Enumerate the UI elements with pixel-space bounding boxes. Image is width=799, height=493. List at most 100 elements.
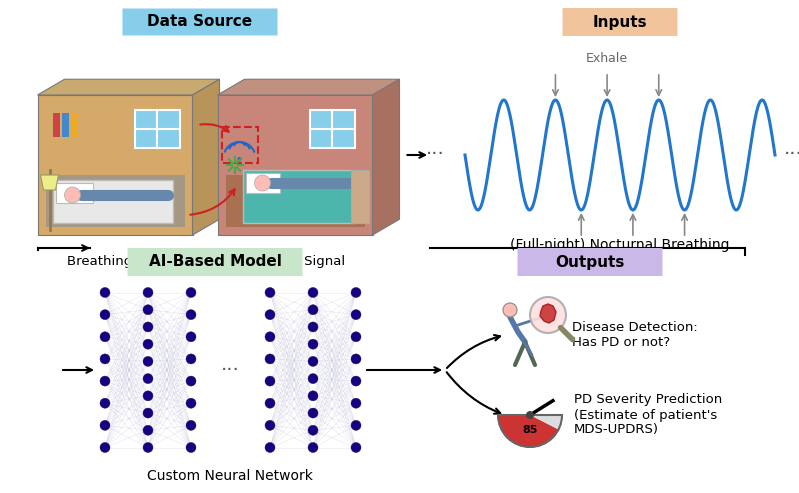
Polygon shape: [53, 180, 173, 223]
Circle shape: [351, 287, 361, 297]
Circle shape: [143, 339, 153, 349]
Circle shape: [186, 332, 196, 342]
Circle shape: [265, 398, 275, 408]
Circle shape: [308, 443, 318, 453]
Text: ···: ···: [426, 145, 444, 165]
Text: Inhale: Inhale: [614, 248, 652, 261]
Circle shape: [308, 391, 318, 401]
Circle shape: [143, 408, 153, 418]
Circle shape: [143, 374, 153, 384]
Circle shape: [308, 374, 318, 384]
Circle shape: [100, 398, 110, 408]
Circle shape: [308, 322, 318, 332]
FancyBboxPatch shape: [128, 248, 303, 276]
Polygon shape: [62, 113, 69, 137]
Text: 85: 85: [523, 425, 538, 435]
Circle shape: [255, 175, 271, 191]
Polygon shape: [245, 173, 280, 193]
Text: Inputs: Inputs: [593, 14, 647, 30]
Circle shape: [265, 376, 275, 386]
Polygon shape: [217, 95, 372, 235]
Polygon shape: [540, 304, 556, 323]
Circle shape: [265, 310, 275, 319]
Polygon shape: [41, 175, 58, 190]
Text: Outputs: Outputs: [555, 254, 625, 270]
Polygon shape: [225, 175, 364, 227]
Text: Exhale: Exhale: [586, 52, 628, 65]
Circle shape: [308, 339, 318, 349]
Circle shape: [186, 354, 196, 364]
Circle shape: [143, 356, 153, 366]
Circle shape: [265, 332, 275, 342]
Polygon shape: [55, 183, 93, 203]
Circle shape: [530, 297, 566, 333]
Text: Breathing Belt: Breathing Belt: [67, 255, 163, 268]
Polygon shape: [53, 113, 59, 137]
Polygon shape: [243, 170, 355, 223]
Polygon shape: [38, 79, 220, 95]
Text: Disease Detection:
Has PD or not?: Disease Detection: Has PD or not?: [572, 321, 698, 349]
Circle shape: [186, 310, 196, 319]
Text: ···: ···: [221, 360, 240, 380]
Polygon shape: [193, 79, 220, 235]
Circle shape: [186, 398, 196, 408]
Circle shape: [351, 376, 361, 386]
Circle shape: [143, 425, 153, 435]
Circle shape: [351, 398, 361, 408]
Circle shape: [100, 376, 110, 386]
Polygon shape: [372, 79, 400, 235]
Polygon shape: [351, 170, 368, 223]
Text: PD Severity Prediction
(Estimate of patient's
MDS-UPDRS): PD Severity Prediction (Estimate of pati…: [574, 393, 722, 436]
Circle shape: [308, 425, 318, 435]
Circle shape: [265, 287, 275, 297]
Text: AI-Based Model: AI-Based Model: [149, 254, 281, 270]
Circle shape: [100, 332, 110, 342]
Circle shape: [351, 421, 361, 430]
Circle shape: [143, 443, 153, 453]
FancyBboxPatch shape: [518, 248, 662, 276]
Circle shape: [351, 310, 361, 319]
Circle shape: [186, 421, 196, 430]
Text: Data Source: Data Source: [148, 14, 252, 30]
Circle shape: [351, 443, 361, 453]
Polygon shape: [46, 175, 185, 227]
Circle shape: [265, 421, 275, 430]
Circle shape: [503, 303, 517, 317]
Circle shape: [351, 354, 361, 364]
Circle shape: [100, 354, 110, 364]
Circle shape: [186, 376, 196, 386]
Circle shape: [308, 287, 318, 297]
Circle shape: [308, 408, 318, 418]
Circle shape: [143, 322, 153, 332]
Circle shape: [237, 157, 241, 161]
Text: (Full-night) Nocturnal Breathing: (Full-night) Nocturnal Breathing: [511, 238, 729, 252]
Circle shape: [143, 391, 153, 401]
FancyBboxPatch shape: [122, 8, 277, 35]
FancyBboxPatch shape: [135, 110, 180, 148]
Circle shape: [100, 310, 110, 319]
Circle shape: [265, 354, 275, 364]
Circle shape: [265, 443, 275, 453]
Circle shape: [186, 443, 196, 453]
Text: Wireless Signal: Wireless Signal: [244, 255, 345, 268]
Circle shape: [526, 411, 534, 419]
Circle shape: [308, 305, 318, 315]
Wedge shape: [498, 415, 559, 447]
FancyBboxPatch shape: [310, 110, 355, 148]
Circle shape: [100, 443, 110, 453]
Polygon shape: [70, 113, 78, 137]
Circle shape: [186, 287, 196, 297]
Circle shape: [100, 421, 110, 430]
Circle shape: [143, 287, 153, 297]
Circle shape: [351, 332, 361, 342]
Text: Custom Neural Network: Custom Neural Network: [147, 469, 313, 484]
Circle shape: [100, 287, 110, 297]
Polygon shape: [217, 79, 400, 95]
Wedge shape: [530, 415, 562, 429]
Text: ···: ···: [784, 145, 799, 165]
FancyBboxPatch shape: [562, 8, 678, 36]
Wedge shape: [498, 415, 562, 447]
Text: or: or: [198, 255, 212, 268]
Polygon shape: [38, 95, 193, 235]
Circle shape: [308, 356, 318, 366]
